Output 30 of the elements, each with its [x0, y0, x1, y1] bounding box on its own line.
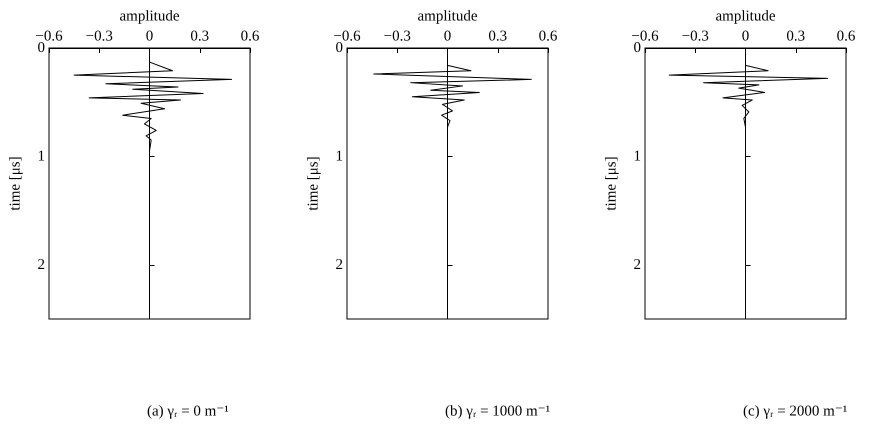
y-tick-label: 1: [38, 148, 45, 164]
y-axis-title: time [μs]: [306, 156, 322, 211]
x-tick-label: −0.3: [384, 28, 411, 44]
x-tick-label: 0: [742, 28, 750, 44]
y-tick-label: 1: [634, 148, 641, 164]
y-tick-label: 0: [336, 40, 343, 56]
x-tick-label: 0.3: [488, 28, 508, 44]
y-tick-label: 2: [336, 256, 343, 273]
y-tick-label: 0: [38, 40, 45, 56]
x-tick-label: 0.6: [240, 28, 260, 44]
x-tick-label: 0: [444, 28, 452, 44]
x-axis-title: amplitude: [716, 8, 776, 24]
x-tick-label: −0.3: [682, 28, 709, 44]
text: (c) γᵣ = 2000 m⁻¹: [742, 404, 848, 420]
y-axis-title: time [μs]: [8, 156, 24, 211]
y-tick-label: 2: [38, 256, 45, 273]
y-tick-label: 0: [634, 40, 641, 56]
x-tick-label: 0: [146, 28, 154, 44]
x-tick-label: 0.3: [786, 28, 806, 44]
y-tick-label: 2: [634, 256, 641, 273]
text: (b) γᵣ = 1000 m⁻¹: [444, 404, 550, 420]
x-axis-title: amplitude: [120, 8, 180, 24]
y-tick-label: 1: [336, 148, 343, 164]
x-tick-label: 0.6: [836, 28, 856, 44]
x-axis-title: amplitude: [418, 8, 478, 24]
x-tick-label: −0.3: [86, 28, 113, 44]
y-axis-title: time [μs]: [604, 156, 620, 211]
x-tick-label: 0.6: [538, 28, 558, 44]
x-tick-label: 0.3: [190, 28, 210, 44]
text: (a) γᵣ = 0 m⁻¹: [146, 404, 229, 420]
